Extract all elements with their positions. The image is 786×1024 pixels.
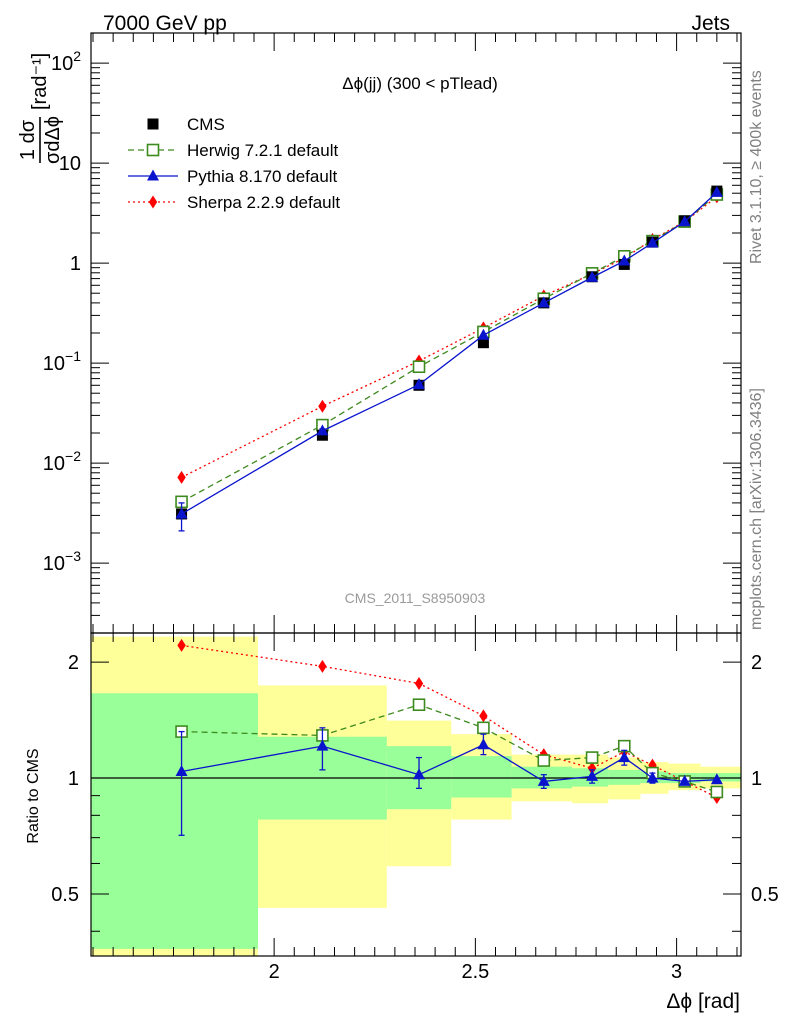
main-ytick-label: 10−2 [43, 448, 81, 475]
ratio-band-inner [608, 769, 641, 785]
ratio-ytick-label-right: 1 [751, 768, 762, 790]
main-line [181, 191, 718, 515]
ratio-band-inner [451, 756, 512, 798]
main-herwig-marker [412, 360, 426, 374]
xtick-label: 2 [269, 961, 280, 983]
ratio-series-pythia [175, 727, 723, 836]
ratio-ylabel: Ratio to CMS [25, 748, 42, 843]
legend-item-pythia: Pythia 8.170 default [128, 167, 338, 186]
main-series-layer [175, 185, 724, 532]
legend-pythia-marker [147, 169, 159, 181]
analysis-watermark: CMS_2011_S8950903 [345, 590, 486, 606]
x-axis-label: Δϕ [rad] [666, 990, 740, 1013]
ratio-line [181, 704, 718, 793]
ratio-band-inner [700, 773, 741, 782]
ratio-pythia-marker [678, 774, 691, 786]
main-pythia-marker [477, 328, 490, 340]
legend-item-cms: CMS [147, 115, 225, 134]
ratio-ytick-label-left: 0.5 [51, 884, 79, 906]
ratio-pythia-marker [586, 769, 599, 781]
ratio-pythia-marker [477, 738, 490, 750]
main-series-pythia [175, 185, 723, 532]
energy-label: 7000 GeV pp [103, 12, 227, 35]
main-series-herwig [175, 188, 724, 509]
legend-herwig-marker [146, 143, 160, 157]
main-line [181, 196, 718, 478]
rivet-label: Rivet 3.1.10, ≥ 400k events [748, 70, 765, 264]
main-pythia-marker [316, 424, 329, 436]
ylabel-unit: [rad⁻¹] [29, 53, 51, 110]
ratio-plot-frame [90, 632, 742, 957]
ratio-line [181, 744, 717, 783]
ratio-herwig-marker [537, 754, 551, 767]
ratio-sherpa-marker [479, 709, 488, 723]
main-ytick-label: 1 [70, 253, 81, 275]
ylabel-numerator: 1 dσ [17, 119, 39, 160]
main-pythia-marker [678, 215, 691, 227]
xtick-label: 3 [671, 961, 682, 983]
ratio-sherpa-marker [587, 761, 597, 775]
main-pythia-marker [175, 507, 188, 519]
main-pythia-marker [618, 254, 631, 266]
main-pythia-marker [586, 270, 599, 282]
main-ytick-label: 10−1 [43, 348, 81, 375]
ratio-ytick-label-left: 2 [68, 652, 79, 674]
main-line [181, 194, 718, 503]
ratio-pythia-marker [618, 751, 631, 763]
legend-item-herwig: Herwig 7.2.1 default [128, 141, 338, 160]
ratio-pythia-marker [175, 764, 188, 776]
ratio-herwig-marker [477, 721, 490, 735]
ratio-line [181, 644, 718, 799]
ratio-pythia-marker [646, 771, 659, 783]
category-label: Jets [691, 12, 730, 35]
main-ytick-label: 10−3 [43, 548, 81, 575]
main-ylabel: 1 dσ σdΔϕ [rad⁻¹] [17, 53, 64, 164]
main-pythia-marker [646, 236, 659, 248]
legend-item-sherpa: Sherpa 2.2.9 default [128, 193, 340, 212]
ratio-pythia-marker [710, 773, 723, 785]
source-label: mcplots.cern.ch [arXiv:1306.3436] [748, 388, 765, 630]
ratio-pythia-marker [413, 768, 426, 780]
ratio-series-layer [175, 638, 724, 836]
legend-label: CMS [187, 115, 225, 134]
legend-label: Herwig 7.2.1 default [187, 141, 338, 160]
legend-label: Sherpa 2.2.9 default [187, 193, 340, 212]
ratio-sherpa-marker [177, 638, 186, 652]
ylabel-denominator: σdΔϕ [42, 116, 64, 164]
axes-ticks-layer: 10−3 10−2 10−1 1 10 102 0.5 0.5 1 1 2 2 2 2.5 3 [43, 32, 779, 983]
xtick-label: 2.5 [461, 961, 489, 983]
main-ytick-label: 10 [59, 153, 81, 175]
ratio-pythia-marker [316, 739, 329, 751]
ratio-ytick-label-right: 2 [751, 652, 762, 674]
ratio-herwig-marker [710, 785, 724, 799]
ratio-pythia-marker [537, 774, 550, 786]
ratio-ytick-label-right: 0.5 [751, 884, 779, 906]
ratio-sherpa-marker [414, 676, 424, 690]
main-pythia-marker [710, 185, 723, 197]
main-sherpa-marker [177, 470, 186, 484]
legend-cms-marker [147, 118, 159, 130]
legend-sherpa-marker [148, 195, 158, 209]
ratio-band-inner [91, 693, 259, 949]
main-sherpa-marker [318, 399, 327, 413]
main-cms-marker [477, 337, 489, 349]
ratio-sherpa-marker [318, 659, 327, 673]
ratio-herwig-marker [585, 751, 599, 764]
legend-label: Pythia 8.170 default [187, 167, 338, 186]
ratio-ytick-label-left: 1 [68, 768, 79, 790]
ratio-herwig-marker [412, 698, 426, 712]
main-plot-title: Δϕ(jj) (300 < pTlead) [342, 74, 498, 93]
main-ytick-label: 102 [51, 48, 81, 75]
main-series-sherpa [177, 190, 722, 484]
legend: CMS Herwig 7.2.1 default Pythia 8.170 defa… [128, 115, 340, 212]
main-pythia-marker [537, 296, 550, 308]
main-pythia-marker [413, 378, 426, 390]
